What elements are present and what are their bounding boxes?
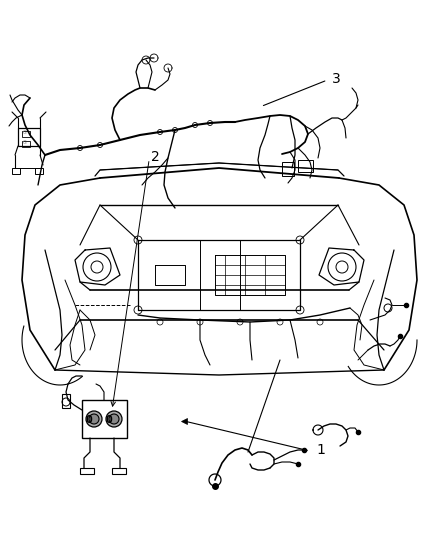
Bar <box>18 128 40 146</box>
Text: G: G <box>23 140 27 145</box>
Circle shape <box>106 411 122 427</box>
Circle shape <box>86 411 102 427</box>
Bar <box>281 162 293 176</box>
Bar <box>112 468 126 474</box>
Text: 0: 0 <box>106 415 112 425</box>
Text: 3: 3 <box>331 72 339 86</box>
Bar <box>297 160 312 172</box>
Text: 1: 1 <box>315 443 324 457</box>
Bar <box>62 394 70 408</box>
Bar <box>82 400 127 438</box>
Bar <box>12 168 20 174</box>
Bar <box>22 141 30 147</box>
Text: G: G <box>23 130 27 135</box>
Circle shape <box>89 414 99 424</box>
Text: 0: 0 <box>85 415 92 425</box>
Text: 2: 2 <box>151 150 160 164</box>
Bar <box>80 468 94 474</box>
Bar <box>35 168 43 174</box>
Bar <box>22 131 30 137</box>
Circle shape <box>109 414 119 424</box>
